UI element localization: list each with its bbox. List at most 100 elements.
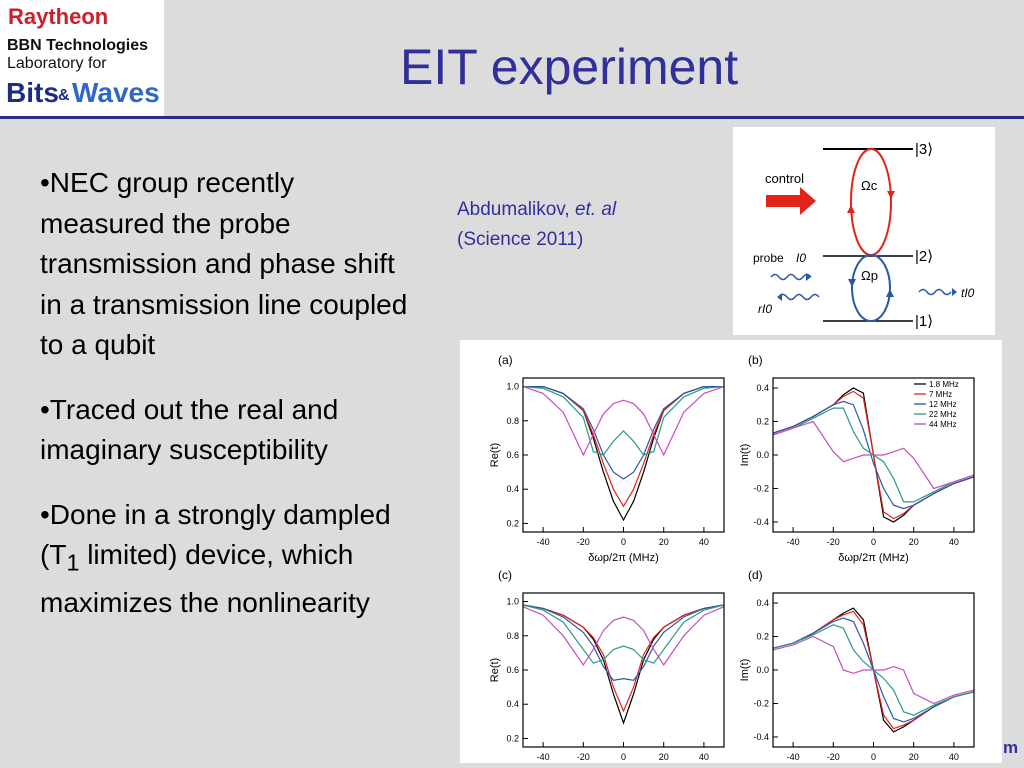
y-tick-label: 1.0	[506, 597, 519, 607]
x-tick-label: 40	[699, 752, 709, 762]
x-tick-label: 20	[909, 752, 919, 762]
company-logo: Raytheon BBN Technologies Laboratory for…	[0, 0, 164, 117]
x-tick-label: -20	[827, 537, 840, 547]
y-tick-label: 0.8	[506, 416, 519, 426]
level-2-label: |2⟩	[915, 248, 933, 265]
plot-frame	[772, 592, 975, 748]
transmitted-wave-icon	[918, 288, 952, 296]
y-tick-label: -0.4	[753, 517, 769, 527]
x-tick-label: 0	[621, 537, 626, 547]
probe-label: probe	[753, 251, 784, 265]
series-line	[522, 604, 725, 725]
chart-panel: (b) -40 -20 0 20 40 0.4 0.2 0.0 -0.2 -0.4 δωp/2π (M…	[739, 353, 975, 564]
omega-c-label: Ωc	[861, 178, 878, 193]
citation-etal: et. al	[574, 199, 617, 220]
legend-label: 7 MHz	[929, 390, 952, 399]
citation-line: Abdumalikov, et. al	[457, 195, 616, 225]
panel-label: (d)	[748, 568, 763, 582]
x-tick-label: 0	[871, 752, 876, 762]
reflected-label: rI0	[758, 302, 772, 316]
plot-frame	[522, 377, 725, 533]
series-line	[523, 385, 724, 508]
series-line	[522, 386, 725, 456]
series-line	[772, 635, 975, 705]
x-tick-label: -20	[577, 537, 590, 547]
citation: Abdumalikov, et. al (Science 2011)	[457, 195, 616, 255]
chart-panel: (a) -40 -20 0 20 40 0.2 0.4 0.6 0.8 1.0 δωp/2π (MHz…	[489, 353, 725, 564]
y-tick-label: 0.6	[506, 665, 519, 675]
logo-waves: Waves	[72, 77, 160, 108]
x-tick-label: 20	[659, 752, 669, 762]
bullet-list: •NEC group recently measured the probe t…	[40, 163, 420, 648]
y-tick-label: -0.2	[753, 483, 769, 493]
y-tick-label: 0.0	[756, 450, 769, 460]
control-label: control	[765, 171, 804, 186]
panel-label: (b)	[748, 353, 763, 367]
y-tick-label: 0.4	[506, 484, 519, 494]
x-axis-label: δωp/2π (MHz)	[838, 552, 909, 564]
y-tick-label: 0.2	[506, 733, 519, 743]
reflected-wave-icon	[778, 293, 820, 301]
title-divider	[0, 116, 1024, 119]
y-tick-label: 0.2	[756, 417, 769, 427]
y-tick-label: 0.6	[506, 450, 519, 460]
bullet-item: •Traced out the real and imaginary susce…	[40, 393, 339, 466]
transmitted-wave-arrow-icon	[952, 288, 957, 296]
logo-raytheon: Raytheon	[8, 4, 108, 29]
series-line	[522, 604, 725, 713]
y-tick-label: 0.0	[756, 665, 769, 675]
energy-level-diagram: |3⟩ |2⟩ |1⟩ Ωc Ωp control probe I0 rI0 t…	[733, 127, 995, 335]
x-tick-label: 0	[621, 752, 626, 762]
omega-p-label: Ωp	[861, 268, 878, 283]
series-line	[522, 386, 725, 457]
y-tick-label: 0.2	[756, 632, 769, 642]
bullet-item: •Done in a strongly dampled (T1 limited)…	[40, 495, 420, 624]
reflected-wave-arrow-icon	[777, 293, 782, 301]
bullet-item: •NEC group recently measured the probe t…	[40, 167, 408, 360]
panel-label: (a)	[498, 353, 513, 367]
x-tick-label: 0	[871, 537, 876, 547]
series-line	[522, 604, 725, 681]
bullet-text: limited) device, which maximizes the non…	[40, 539, 370, 619]
bullet-subscript: 1	[66, 549, 80, 576]
logo-laboratory: Laboratory for	[7, 55, 107, 72]
series-line	[522, 604, 725, 664]
plots-canvas: (a) -40 -20 0 20 40 0.2 0.4 0.6 0.8 1.0 δωp/2π (MHz…	[489, 353, 975, 768]
control-arrowhead-icon	[847, 205, 855, 213]
transmitted-label: tI0	[961, 286, 975, 300]
citation-source: (Science 2011)	[457, 229, 584, 250]
legend-label: 1.8 MHz	[929, 380, 959, 389]
series-line	[772, 420, 975, 490]
legend-label: 44 MHz	[929, 420, 957, 429]
x-tick-label: 40	[699, 537, 709, 547]
logo-bbn: BBN Technologies	[7, 37, 148, 54]
y-tick-label: 0.4	[506, 699, 519, 709]
level-3-label: |3⟩	[915, 141, 933, 158]
probe-i0-label: I0	[796, 251, 806, 265]
y-axis-label: Im(t)	[739, 444, 751, 467]
y-tick-label: 0.4	[756, 598, 769, 608]
y-axis-label: Re(t)	[489, 658, 501, 682]
eit-data-plots: (a) -40 -20 0 20 40 0.2 0.4 0.6 0.8 1.0 δωp/2π (MHz…	[460, 340, 1002, 768]
x-tick-label: -40	[787, 752, 800, 762]
x-tick-label: 40	[949, 537, 959, 547]
x-tick-label: -40	[537, 752, 550, 762]
citation-author: Abdumalikov,	[457, 199, 575, 220]
x-tick-label: 20	[909, 537, 919, 547]
control-transition-loop	[850, 148, 892, 256]
probe-arrowhead-icon	[886, 289, 894, 297]
y-tick-label: 0.8	[506, 631, 519, 641]
series-line	[522, 606, 725, 666]
logo-bits: Bits	[6, 77, 59, 108]
y-axis-label: Im(t)	[739, 659, 751, 682]
series-line	[523, 385, 724, 480]
x-tick-label: -20	[827, 752, 840, 762]
y-tick-label: -0.4	[753, 732, 769, 742]
page-title: EIT experiment	[400, 39, 739, 95]
control-arrowhead-icon	[887, 191, 895, 199]
x-tick-label: -20	[577, 752, 590, 762]
panel-label: (c)	[498, 568, 512, 582]
plot-frame	[522, 592, 725, 748]
